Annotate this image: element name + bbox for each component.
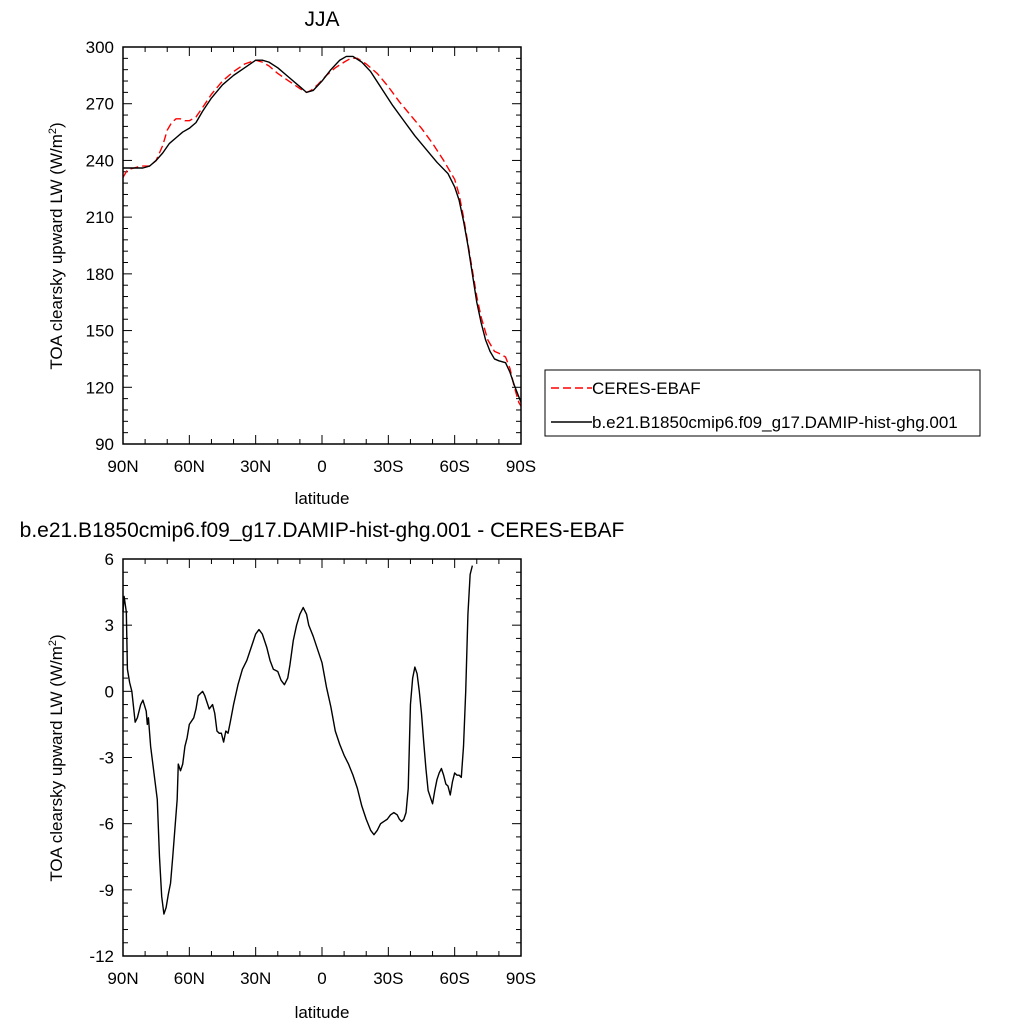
y-tick-label: -9 <box>99 881 114 900</box>
y-tick-label: 180 <box>86 265 114 284</box>
y-tick-label: 150 <box>86 322 114 341</box>
y-tick-label: 300 <box>86 38 114 57</box>
x-tick-label: 30N <box>240 457 271 476</box>
x-tick-label: 30S <box>373 969 403 988</box>
y-tick-label: 270 <box>86 95 114 114</box>
x-tick-label: 0 <box>317 969 326 988</box>
series-lines <box>122 55 522 407</box>
x-tick-label: 0 <box>317 457 326 476</box>
bottom-chart: b.e21.B1850cmip6.f09_g17.DAMIP-hist-ghg.… <box>20 519 625 1022</box>
legend-label-ceres: CERES-EBAF <box>592 379 701 398</box>
top-chart: JJA TOA clearsky upward LW (W/m2) latitu… <box>47 8 536 508</box>
x-tick-label: 90S <box>506 457 536 476</box>
x-tick-label: 60N <box>174 457 205 476</box>
x-tick-label: 60S <box>440 457 470 476</box>
series-line-2 <box>123 55 522 403</box>
x-axis-label: latitude <box>295 1003 350 1022</box>
series-line-1 <box>122 57 522 407</box>
y-tick-label: 0 <box>105 682 114 701</box>
plot-frame <box>122 46 522 445</box>
x-tick-label: 90N <box>107 457 138 476</box>
series-lines <box>122 565 474 915</box>
y-tick-label: 240 <box>86 151 114 170</box>
y-tick-label: -3 <box>99 749 114 768</box>
y-tick-label: 6 <box>105 550 114 569</box>
x-axis-label: latitude <box>295 489 350 508</box>
axis-ticks: 90N 60N 30N 0 30S 60S 90S -12 -9 -6 -3 0 3 6 <box>89 550 536 988</box>
x-tick-label: 90N <box>107 969 138 988</box>
plot-frame <box>122 558 522 957</box>
series-line-1 <box>122 565 474 915</box>
x-tick-label: 30N <box>240 969 271 988</box>
y-tick-label: -12 <box>89 947 114 966</box>
y-tick-label: 90 <box>95 435 114 454</box>
x-tick-label: 30S <box>373 457 403 476</box>
chart-title-difference: b.e21.B1850cmip6.f09_g17.DAMIP-hist-ghg.… <box>20 519 625 542</box>
legend: CERES-EBAF b.e21.B1850cmip6.f09_g17.DAMI… <box>544 369 981 437</box>
y-tick-label: 120 <box>86 378 114 397</box>
legend-box <box>544 369 981 437</box>
legend-label-model: b.e21.B1850cmip6.f09_g17.DAMIP-hist-ghg.… <box>592 413 958 432</box>
y-axis-label: TOA clearsky upward LW (W/m2) <box>47 122 66 369</box>
y-tick-label: 3 <box>105 616 114 635</box>
axis-ticks: 90N 60N 30N 0 30S 60S 90S 90 120 150 180 210 240 270 3… <box>86 38 537 476</box>
x-tick-label: 60N <box>174 969 205 988</box>
chart-title: JJA <box>304 8 339 31</box>
y-tick-label: 210 <box>86 208 114 227</box>
x-tick-label: 60S <box>440 969 470 988</box>
x-tick-label: 90S <box>506 969 536 988</box>
y-axis-label: TOA clearsky upward LW (W/m2) <box>47 634 66 881</box>
y-tick-label: -6 <box>99 815 114 834</box>
